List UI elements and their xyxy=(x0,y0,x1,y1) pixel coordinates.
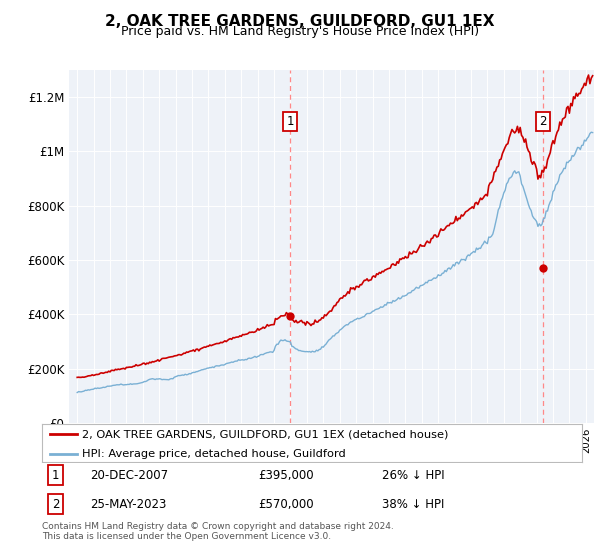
Text: Price paid vs. HM Land Registry's House Price Index (HPI): Price paid vs. HM Land Registry's House … xyxy=(121,25,479,38)
Text: 20-DEC-2007: 20-DEC-2007 xyxy=(91,469,169,482)
Text: £570,000: £570,000 xyxy=(258,498,314,511)
Text: 25-MAY-2023: 25-MAY-2023 xyxy=(91,498,167,511)
Text: 2: 2 xyxy=(539,115,547,128)
Text: £395,000: £395,000 xyxy=(258,469,314,482)
Text: 38% ↓ HPI: 38% ↓ HPI xyxy=(382,498,445,511)
Text: 1: 1 xyxy=(52,469,59,482)
Text: 26% ↓ HPI: 26% ↓ HPI xyxy=(382,469,445,482)
Text: 2: 2 xyxy=(52,498,59,511)
Text: 2, OAK TREE GARDENS, GUILDFORD, GU1 1EX (detached house): 2, OAK TREE GARDENS, GUILDFORD, GU1 1EX … xyxy=(83,429,449,439)
Text: 2, OAK TREE GARDENS, GUILDFORD, GU1 1EX: 2, OAK TREE GARDENS, GUILDFORD, GU1 1EX xyxy=(105,14,495,29)
Text: Contains HM Land Registry data © Crown copyright and database right 2024.
This d: Contains HM Land Registry data © Crown c… xyxy=(42,522,394,542)
Text: HPI: Average price, detached house, Guildford: HPI: Average price, detached house, Guil… xyxy=(83,449,346,459)
Text: 1: 1 xyxy=(286,115,294,128)
